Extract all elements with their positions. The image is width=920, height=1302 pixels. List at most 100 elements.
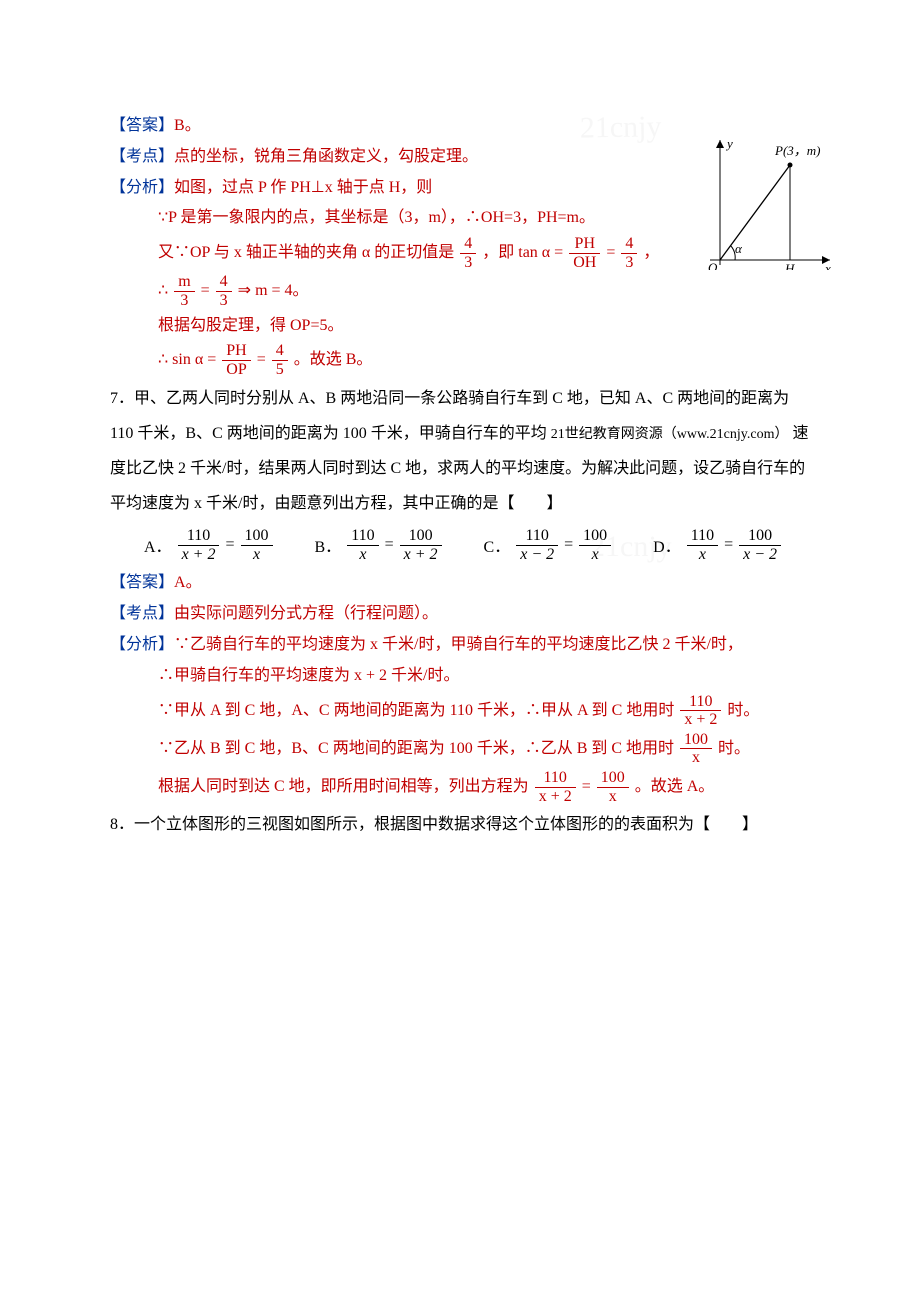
text: 。故选 A。 [635,778,715,795]
answer-text: A。 [174,574,202,591]
analysis-line-6: ∴ sin α = PHOP = 45 。故选 B。 [110,342,810,378]
text: = [201,282,210,299]
answer-text: B。 [174,117,201,134]
frac-num: 100 [597,769,629,788]
question-7: 7．甲、乙两人同时分别从 A、B 两地沿同一条公路骑自行车到 C 地，已知 A、… [110,381,810,522]
analysis-text-1: 如图，过点 P 作 PH⊥x 轴于点 H，则 [174,179,432,196]
option-c: C． 110x − 2 = 100x [484,527,614,563]
analysis-line: ∴甲骑自行车的平均速度为 x + 2 千米/时。 [110,662,810,691]
answer-line: 【答案】A。 [110,569,810,598]
p-label: P(3，m) [774,143,821,158]
analysis-line: ∵甲从 A 到 C 地，A、C 两地间的距离为 110 千米，∴甲从 A 到 C… [110,693,810,729]
analysis-line: ∵乙从 B 到 C 地，B、C 两地间的距离为 100 千米，∴乙从 B 到 C… [110,731,810,767]
analysis-line: 【分析】∵乙骑自行车的平均速度为 x 千米/时，甲骑自行车的平均速度比乙快 2 … [110,631,810,660]
alpha-label: α [735,241,743,256]
frac-num: 4 [621,235,637,254]
topic-text: 由实际问题列分式方程（行程问题）。 [174,605,438,622]
option-b: B． 110x = 100x + 2 [315,527,444,563]
frac-num: 110 [535,769,576,788]
frac-num: PH [569,235,600,254]
y-axis-label: y [725,136,733,151]
frac-den: 3 [460,254,476,272]
analysis-label: 【分析】 [110,179,174,196]
frac-den: x [347,546,378,564]
text: 时。 [718,740,750,757]
frac-num: 4 [272,342,288,361]
frac-den: OH [569,254,600,272]
frac-den: x + 2 [400,546,442,564]
frac-den: OP [222,361,250,379]
frac-den: x [241,546,273,564]
text: ∴ sin α = [158,351,216,368]
frac-den: x [579,546,611,564]
source-note: 21世纪教育网资源（www.21cnjy.com） [551,427,789,442]
frac-num: 100 [241,527,273,546]
frac-den: 5 [272,361,288,379]
option-letter: D． [653,533,681,557]
frac-num: 110 [178,527,220,546]
answer-label: 【答案】 [110,574,174,591]
a1: ∵乙骑自行车的平均速度为 x 千米/时，甲骑自行车的平均速度比乙快 2 千米/时… [174,636,743,653]
option-letter: B． [315,533,342,557]
option-letter: A． [144,533,172,557]
frac-num: 100 [739,527,781,546]
text: = [582,778,591,795]
text: 。故选 B。 [294,351,373,368]
text: ∴ [158,282,168,299]
text: = [257,351,266,368]
frac-num: 100 [579,527,611,546]
topic-line: 【考点】由实际问题列分式方程（行程问题）。 [110,600,810,629]
topic-text: 点的坐标，锐角三角函数定义，勾股定理。 [174,148,478,165]
option-d: D． 110x = 100x − 2 [653,527,783,563]
text: ，即 tan α = [482,244,563,261]
frac-den: x + 2 [178,546,220,564]
topic-label: 【考点】 [110,605,174,622]
frac-den: x [597,788,629,806]
text: ∵甲从 A 到 C 地，A、C 两地间的距离为 110 千米，∴甲从 A 到 C… [158,701,674,718]
text: = [606,244,615,261]
text: ， [643,244,659,261]
analysis-label: 【分析】 [110,636,174,653]
text: ⇒ m = 4。 [238,282,309,299]
q7-options: A． 110x + 2 = 100x B． 110x = 100x + 2 C．… [144,527,810,563]
frac-num: 4 [216,273,232,292]
coordinate-diagram: α O H x y P(3，m) [680,130,840,270]
analysis-line-5: 根据勾股定理，得 OP=5。 [110,312,810,341]
h-label: H [784,261,795,270]
frac-num: 100 [400,527,442,546]
frac-den: 3 [174,292,194,310]
equals: = [385,536,394,554]
frac-den: 3 [621,254,637,272]
frac-den: x + 2 [680,711,721,729]
frac-den: x [680,749,712,767]
frac-den: 3 [216,292,232,310]
option-a: A． 110x + 2 = 100x [144,527,275,563]
frac-num: 4 [460,235,476,254]
diagram-svg: α O H x y P(3，m) [680,130,840,270]
x-axis-label: x [824,261,831,270]
frac-num: PH [222,342,250,361]
equals: = [724,536,733,554]
origin-label: O [708,260,718,270]
answer-label: 【答案】 [110,117,174,134]
frac-num: 110 [347,527,378,546]
page: 21cnjy 21cnjy α O H x y P(3，m) 【答案】B。 【考… [0,0,920,882]
analysis-line: 根据人同时到达 C 地，即所用时间相等，列出方程为 110x + 2 = 100… [110,769,810,805]
text: 时。 [727,701,759,718]
frac-den: x − 2 [516,546,558,564]
frac-num: 110 [687,527,718,546]
frac-den: x + 2 [535,788,576,806]
question-8: 8．一个立体图形的三视图如图所示，根据图中数据求得这个立体图形的的表面积为【 】 [110,807,810,842]
text: 根据人同时到达 C 地，即所用时间相等，列出方程为 [158,778,529,795]
equals: = [564,536,573,554]
frac-den: x − 2 [739,546,781,564]
option-letter: C． [484,533,511,557]
text: ∵乙从 B 到 C 地，B、C 两地间的距离为 100 千米，∴乙从 B 到 C… [158,740,674,757]
equals: = [225,536,234,554]
text: 又∵OP 与 x 轴正半轴的夹角 α 的正切值是 [158,244,454,261]
topic-label: 【考点】 [110,148,174,165]
frac-num: 110 [516,527,558,546]
frac-num: m [174,273,194,292]
frac-num: 110 [680,693,721,712]
frac-den: x [687,546,718,564]
